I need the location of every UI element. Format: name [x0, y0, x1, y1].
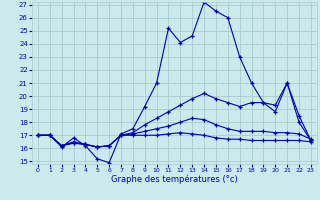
X-axis label: Graphe des températures (°c): Graphe des températures (°c) — [111, 175, 238, 184]
